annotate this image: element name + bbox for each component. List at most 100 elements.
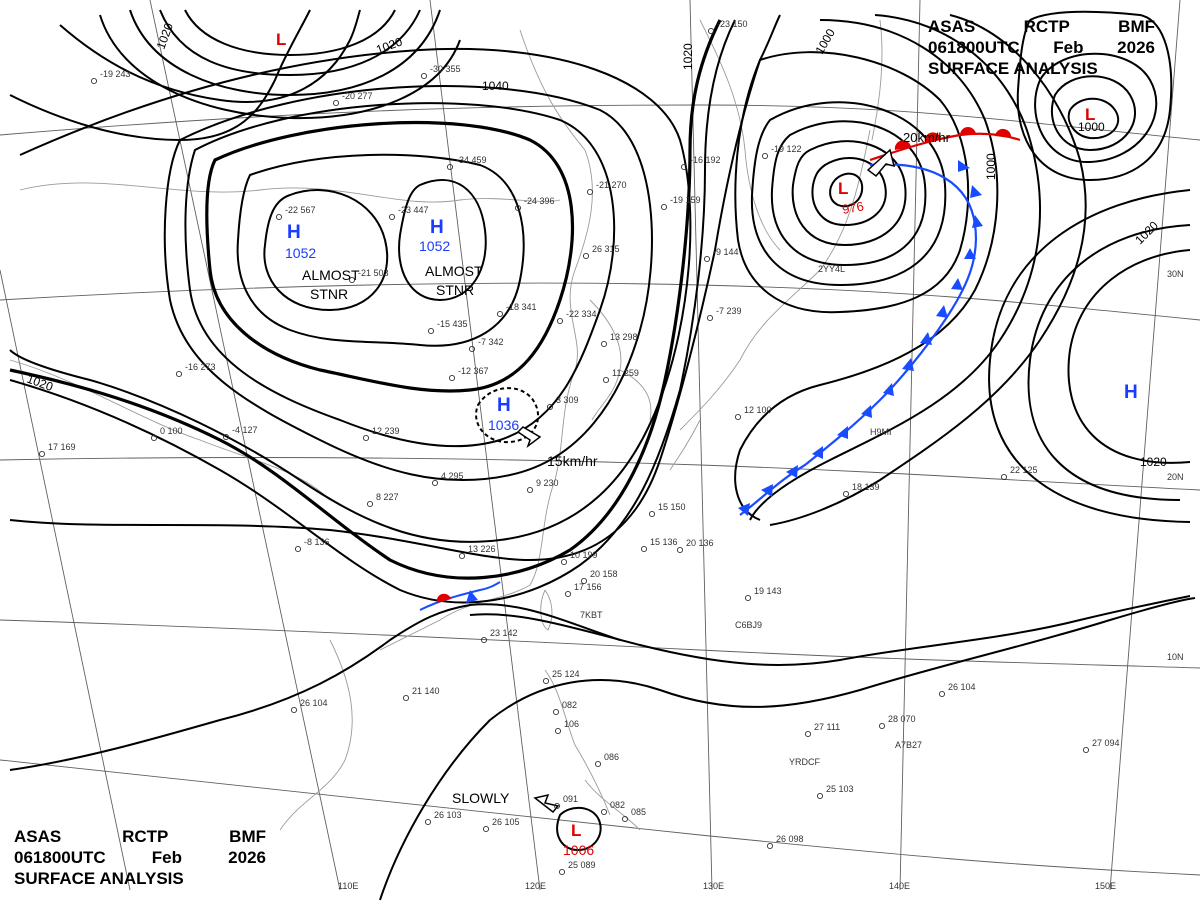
station-dot [707,27,715,35]
station-dot [706,314,714,322]
station-label: 082 [610,800,625,810]
cold-front-pip [738,503,750,516]
station-dot [680,163,688,171]
station-label: -15 435 [437,319,468,329]
title-line-2: 061800UTC Feb 2026 [14,847,266,868]
station-dot [448,374,456,382]
high-center-status: ALMOST STNR [302,267,360,302]
station-dot [427,327,435,335]
station-label: 27 094 [1092,738,1120,748]
station-label: 26 105 [492,817,520,827]
cold-front-pip [812,446,823,459]
station-label: 28 070 [888,714,916,724]
longitude-line-120e [429,0,541,891]
station-dot [761,152,769,160]
cold-front-pip [936,305,948,318]
station-label: -21 503 [358,268,389,278]
coordinate-labels: 30N 20N 10N 110E 120E 130E 140E 150E [338,269,1184,891]
ship-id: YRDCF [789,757,821,767]
station-dot [366,500,374,508]
isobar-1012-northeast [1016,10,1173,182]
cold-front-japan [739,163,977,516]
low-center-motion: SLOWLY [452,790,510,806]
station-dot [602,376,610,384]
high-center-symbol: H [287,222,301,243]
station-label: -23 150 [717,19,748,29]
isobar-1000-east [734,19,999,521]
isobar-north-low-3 [129,9,441,97]
low-center-symbol: L [276,30,286,49]
station-label: 22 125 [1010,465,1038,475]
cold-front-pip [970,185,982,198]
cold-front-pip [902,358,914,371]
station-label: 106 [564,719,579,729]
station-dot [526,486,534,494]
title-station: RCTP [1023,17,1070,36]
low-center-value: 1006 [563,842,594,858]
title-line-3: SURFACE ANALYSIS [14,868,266,889]
station-label: -9 144 [713,247,739,257]
low-center-symbol: L [571,821,581,840]
isobar-label: 1040 [482,79,509,93]
station-dot [294,545,302,553]
longitude-label: 140E [889,881,910,891]
station-label: 8 227 [376,492,399,502]
station-dot [275,213,283,221]
low-center-value: 976 [841,198,865,217]
isobars [9,9,1196,901]
title-line-1: ASAS RCTP BMF [14,826,266,847]
cold-front-pip [951,278,963,290]
isobar-1004 [749,14,1041,521]
station-dot [600,340,608,348]
ship-id: 7KBT [580,610,603,620]
station-dot [766,842,774,850]
station-dot [648,510,656,518]
station-label: -12 367 [458,366,489,376]
title-product: SURFACE ANALYSIS [14,869,184,888]
isobar-1008 [769,14,1087,526]
isobar-1008-philippines [379,597,1196,901]
station-dot [1082,746,1090,754]
station-label: -30 355 [430,64,461,74]
title-line-3: SURFACE ANALYSIS [928,58,1155,79]
station-dot [38,450,46,458]
station-label: 086 [604,752,619,762]
cold-front-pip [837,426,848,439]
title-month: Feb [1053,38,1084,57]
station-label: 21 140 [412,686,440,696]
station-label: 12 239 [372,426,400,436]
station-label: -21 270 [596,180,627,190]
station-dot [676,546,684,554]
title-time: 061800UTC [14,848,106,867]
ship-id: H9MI [870,427,892,437]
station-dot [594,760,602,768]
russia-coast [699,19,781,251]
mongolia-border [19,182,561,203]
station-dot [480,636,488,644]
warm-front-pip [960,127,976,135]
longitude-line-150e [1109,0,1181,891]
station-label: -18 341 [506,302,537,312]
ship-id: A7B27 [895,740,922,750]
station-dot [388,213,396,221]
isobar-siberian-high-1048 [236,153,525,347]
station-label: 18 139 [852,482,880,492]
latitude-label: 10N [1167,652,1184,662]
station-label: 9 230 [536,478,559,488]
station-label: 11 259 [612,368,639,378]
latitude-line-30n [0,282,1200,321]
stationary-front-pip [466,590,478,603]
isobar-1012-south [469,595,1191,666]
longitude-label: 130E [703,881,724,891]
station-label: -19 122 [771,144,802,154]
station-label: -22 567 [285,205,316,215]
latitude-line-20n [0,457,1200,491]
station-dot [621,815,629,823]
station-label: 26 315 [592,244,620,254]
warm-front-pip [995,128,1012,138]
cold-front-pip [786,465,798,478]
station-label: -34 459 [456,155,487,165]
station-label: 15 150 [658,502,686,512]
station-dot [458,552,466,560]
station-dot [744,594,752,602]
